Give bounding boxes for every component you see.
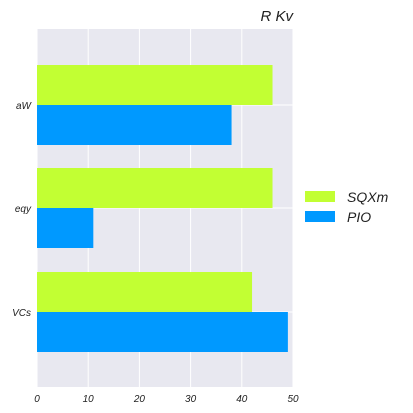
bar-sqxm-aw <box>37 65 273 105</box>
x-tick-label: 30 <box>185 394 197 405</box>
bar-pio-aw <box>37 105 232 145</box>
chart-title: R Kv <box>260 8 294 25</box>
legend-swatch-pio <box>305 211 335 222</box>
bar-pio-vcs <box>37 312 288 352</box>
y-category-label: eqy <box>15 204 32 215</box>
legend-label-sqxm: SQXm <box>347 189 389 205</box>
bars <box>37 65 288 352</box>
x-tick-label: 50 <box>287 394 299 405</box>
bar-sqxm-eqy <box>37 168 273 208</box>
legend-label-pio: PIO <box>347 209 371 225</box>
x-tick-label: 40 <box>236 394 248 405</box>
y-category-labels: aW eqy VCs <box>12 101 32 319</box>
bar-pio-eqy <box>37 208 94 248</box>
x-tick-label: 0 <box>34 394 40 405</box>
x-tick-label: 10 <box>83 394 95 405</box>
x-tick-labels: 0 10 20 30 40 50 <box>34 394 299 405</box>
bar-sqxm-vcs <box>37 272 253 312</box>
x-tick-label: 20 <box>133 394 146 405</box>
legend: SQXm PIO <box>305 189 389 225</box>
legend-swatch-sqxm <box>305 191 335 202</box>
y-category-label: aW <box>16 101 33 112</box>
y-category-label: VCs <box>12 308 31 319</box>
